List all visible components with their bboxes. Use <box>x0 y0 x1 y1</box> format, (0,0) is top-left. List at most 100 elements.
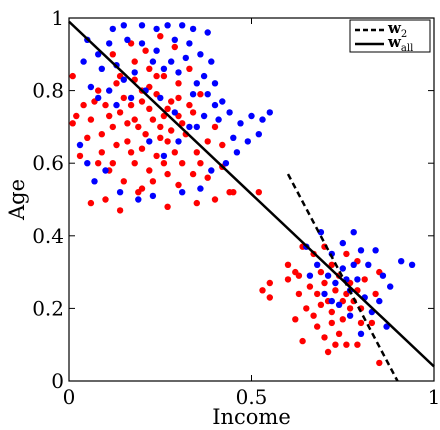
point-1-4 <box>164 22 171 29</box>
point-0-117 <box>292 316 299 323</box>
point-0-72 <box>116 207 124 214</box>
point-0-128 <box>324 348 332 356</box>
point-0-21 <box>186 65 193 73</box>
point-1-95 <box>376 297 383 305</box>
point-0-4 <box>157 123 164 131</box>
point-1-8 <box>171 36 178 43</box>
point-1-78 <box>379 272 387 279</box>
x-axis-label: Income <box>212 405 291 429</box>
point-1-20 <box>80 58 87 65</box>
point-1-24 <box>211 80 219 87</box>
point-0-57 <box>157 134 164 141</box>
point-0-17 <box>131 58 138 65</box>
point-1-39 <box>149 58 157 65</box>
point-1-85 <box>339 265 346 272</box>
point-0-79 <box>76 152 84 160</box>
point-1-26 <box>226 109 233 116</box>
point-0-67 <box>171 149 178 156</box>
point-0-41 <box>157 33 164 40</box>
point-0-59 <box>186 101 193 109</box>
point-0-73 <box>164 203 171 210</box>
point-1-91 <box>335 301 343 308</box>
point-0-104 <box>346 305 354 312</box>
point-0-77 <box>255 189 262 196</box>
point-0-28 <box>98 149 106 156</box>
y-tick-label-2: 0.4 <box>32 224 64 248</box>
point-0-96 <box>321 279 328 287</box>
axis-ticks: 0 0.5 1 0 0.2 0.4 0.6 0.8 1 <box>32 6 440 409</box>
point-0-36 <box>204 138 211 145</box>
point-0-84 <box>127 149 135 156</box>
x-tick-label-1: 0.5 <box>236 385 268 409</box>
point-0-10 <box>138 145 146 152</box>
point-1-61 <box>127 94 135 102</box>
point-1-36 <box>193 80 200 87</box>
point-1-16 <box>124 36 131 43</box>
point-0-0 <box>120 94 128 102</box>
point-1-27 <box>237 120 244 127</box>
point-1-25 <box>219 98 226 105</box>
point-0-111 <box>332 341 339 348</box>
point-1-0 <box>109 25 117 33</box>
point-0-35 <box>193 149 200 156</box>
point-1-13 <box>168 58 175 65</box>
point-1-89 <box>306 272 314 279</box>
point-1-48 <box>102 167 109 174</box>
point-0-138 <box>259 287 266 294</box>
point-1-63 <box>146 138 153 145</box>
point-1-5 <box>179 22 186 29</box>
point-0-115 <box>303 305 310 312</box>
y-tick-label-4: 0.8 <box>32 79 64 103</box>
point-1-74 <box>350 229 357 236</box>
point-0-102 <box>339 316 346 323</box>
point-0-20 <box>175 80 182 87</box>
point-0-133 <box>317 301 325 308</box>
point-1-87 <box>324 272 332 279</box>
point-0-37 <box>211 123 219 131</box>
point-1-14 <box>153 47 160 54</box>
point-1-90 <box>321 290 328 298</box>
point-0-55 <box>138 98 146 105</box>
point-0-62 <box>106 112 113 120</box>
point-1-96 <box>383 323 390 330</box>
point-0-119 <box>328 261 335 268</box>
point-0-109 <box>357 319 365 327</box>
point-1-38 <box>160 65 168 73</box>
point-0-87 <box>219 141 226 149</box>
point-1-2 <box>138 22 146 29</box>
point-1-64 <box>160 152 168 160</box>
point-1-80 <box>398 258 405 265</box>
point-0-42 <box>171 43 178 51</box>
point-0-53 <box>124 120 131 127</box>
point-0-99 <box>332 287 339 294</box>
point-0-89 <box>204 174 211 181</box>
point-1-69 <box>189 91 197 98</box>
point-1-75 <box>357 247 365 254</box>
point-0-123 <box>372 290 379 298</box>
point-0-83 <box>197 160 204 167</box>
point-0-54 <box>116 109 124 116</box>
point-0-22 <box>95 87 102 94</box>
point-1-9 <box>186 40 193 47</box>
point-1-55 <box>222 160 230 167</box>
point-0-122 <box>361 276 368 283</box>
point-0-139 <box>230 189 237 196</box>
point-1-68 <box>211 101 219 109</box>
point-0-94 <box>314 290 321 298</box>
point-0-12 <box>164 138 171 145</box>
point-1-12 <box>182 54 189 62</box>
point-1-46 <box>84 160 91 167</box>
point-1-92 <box>346 312 354 319</box>
point-0-24 <box>84 134 91 141</box>
point-0-95 <box>317 268 325 276</box>
point-1-51 <box>149 192 157 200</box>
point-1-73 <box>339 239 346 247</box>
point-0-71 <box>102 196 109 203</box>
point-0-90 <box>266 279 273 287</box>
point-0-63 <box>113 141 120 149</box>
point-1-58 <box>171 109 178 116</box>
point-0-130 <box>266 294 273 301</box>
point-1-49 <box>116 189 124 196</box>
point-0-86 <box>95 160 102 167</box>
point-0-98 <box>328 308 335 316</box>
